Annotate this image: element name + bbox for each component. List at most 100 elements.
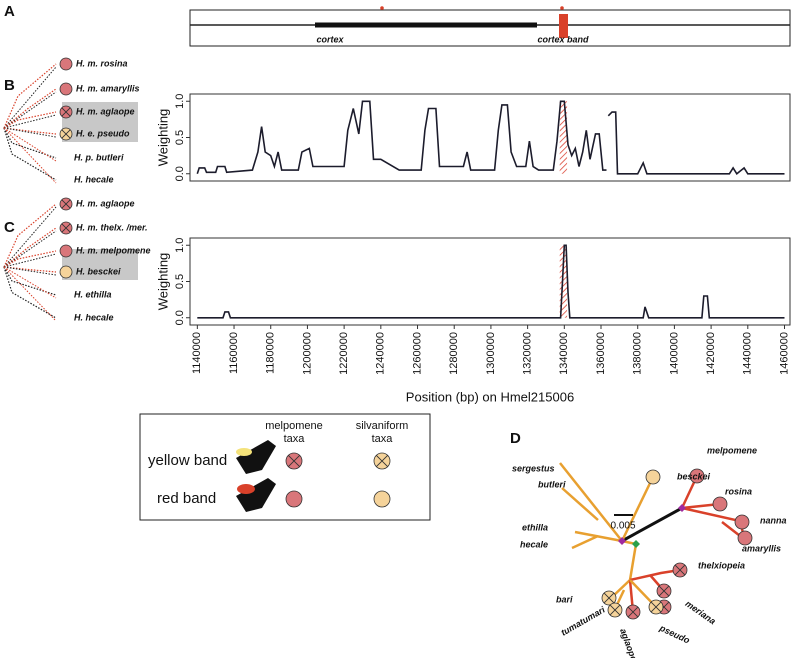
legend-column: melpomene — [265, 420, 322, 432]
node-marker — [632, 540, 640, 548]
tree-d-label: bari — [556, 594, 573, 604]
legend-column: silvaniform — [356, 420, 409, 432]
taxon-icon — [645, 469, 661, 485]
icon-cross — [376, 455, 388, 467]
x-tick-label: 1140000 — [191, 332, 203, 374]
tree-d-label: melpomene — [707, 445, 757, 455]
icon-cross — [61, 199, 71, 209]
taxon-icon — [59, 244, 73, 258]
tree-d-label: butleri — [538, 479, 566, 489]
tree-d-branch — [620, 476, 655, 542]
tree-branch — [3, 266, 57, 296]
tree-d-label: aglaope — [618, 627, 639, 658]
x-axis-label: Position (bp) on Hmel215006 — [406, 389, 574, 404]
tree-d-label: hecale — [520, 539, 548, 549]
node-marker — [618, 537, 626, 545]
tree-d-label: pseudo — [657, 622, 692, 645]
tree-d-label: rosina — [725, 486, 752, 496]
icon-cross — [674, 564, 686, 576]
tree-d-branch — [621, 506, 683, 543]
x-tick-label: 1280000 — [448, 332, 460, 375]
legend-box — [139, 413, 431, 521]
tree-d-label: nanna — [760, 515, 787, 525]
taxon-label: H. p. butleri — [74, 152, 124, 162]
taxon-label: H. m. aglaope — [76, 106, 135, 116]
tree-branch — [3, 266, 57, 273]
x-tick-label: 1360000 — [595, 332, 607, 375]
icon-cross — [627, 606, 639, 618]
tree-branch — [3, 127, 57, 181]
node-marker — [678, 504, 686, 512]
marker-dot — [380, 6, 384, 10]
tree-branch — [3, 127, 57, 184]
gene-label: cortex — [316, 34, 344, 44]
cortex-band — [559, 14, 568, 38]
cortex-gene — [315, 22, 537, 28]
y-axis-label: Weighting — [155, 109, 170, 167]
tree-branch — [3, 127, 57, 138]
panel-label: A — [4, 3, 15, 20]
taxon-label: H. e. pseudo — [76, 128, 130, 138]
butterfly-icon — [236, 440, 276, 474]
tree-d-branch — [629, 568, 681, 582]
tree-branch — [3, 266, 57, 276]
y-tick-label: 1.0 — [174, 94, 186, 109]
taxon-label: H. ethilla — [74, 289, 112, 299]
tree-branch — [3, 266, 57, 322]
taxon-icon — [737, 530, 753, 546]
icon-cross — [650, 601, 662, 613]
taxon-label: H. m. amaryllis — [76, 83, 140, 93]
plot-frame — [189, 237, 791, 326]
highlight-box — [62, 249, 138, 280]
taxon-label: H. m. melpomene — [76, 245, 151, 255]
tree-d-branch — [561, 487, 599, 521]
plot-frame — [189, 93, 791, 182]
tree-d-label: ethilla — [522, 522, 548, 532]
legend-column: taxa — [284, 433, 306, 445]
icon-cross — [658, 585, 670, 597]
tree-d-branch — [628, 543, 638, 581]
legend-row: red band — [157, 490, 216, 507]
marker-dot — [560, 6, 564, 10]
x-tick-label: 1200000 — [301, 332, 313, 375]
x-tick-label: 1340000 — [558, 332, 570, 375]
taxon-label: H. hecale — [74, 174, 114, 184]
icon-cross — [61, 129, 71, 139]
gene-map-frame — [189, 9, 791, 47]
tree-branch — [3, 203, 57, 268]
y-tick-label: 0.0 — [174, 166, 186, 181]
panel-label: C — [4, 219, 15, 236]
tree-d-label: amaryllis — [742, 543, 781, 553]
tree-d-label: sergestus — [512, 463, 555, 473]
x-tick-label: 1220000 — [338, 332, 350, 375]
legend-column: taxa — [372, 433, 394, 445]
tree-branch — [3, 111, 57, 129]
tree-d-branch — [559, 462, 623, 542]
highlight-region — [559, 245, 568, 318]
taxon-icon — [734, 514, 750, 530]
tree-d-label: thelxiopeia — [698, 560, 745, 570]
tree-branch — [3, 266, 57, 299]
tree-branch — [3, 227, 57, 268]
tree-d-branch — [571, 534, 599, 550]
icon-cross — [61, 107, 71, 117]
highlight-box — [62, 102, 138, 142]
taxon-icon — [59, 82, 73, 96]
taxon-label: H. m. thelx. /mer. — [76, 222, 148, 232]
tree-branch — [3, 127, 57, 135]
y-tick-label: 0.5 — [174, 130, 186, 145]
tree-branch — [3, 250, 57, 268]
x-tick-label: 1460000 — [778, 332, 790, 375]
scale-label: 0.005 — [610, 521, 635, 532]
x-tick-label: 1300000 — [485, 332, 497, 375]
taxon-icon — [689, 468, 705, 484]
x-tick-label: 1420000 — [705, 332, 717, 375]
panel-label: B — [4, 77, 15, 94]
butterfly-icon — [236, 478, 276, 512]
taxon-icon — [285, 490, 303, 508]
y-tick-label: 1.0 — [174, 238, 186, 253]
y-axis-label: Weighting — [155, 253, 170, 311]
taxon-icon — [712, 496, 728, 512]
icon-cross — [61, 223, 71, 233]
